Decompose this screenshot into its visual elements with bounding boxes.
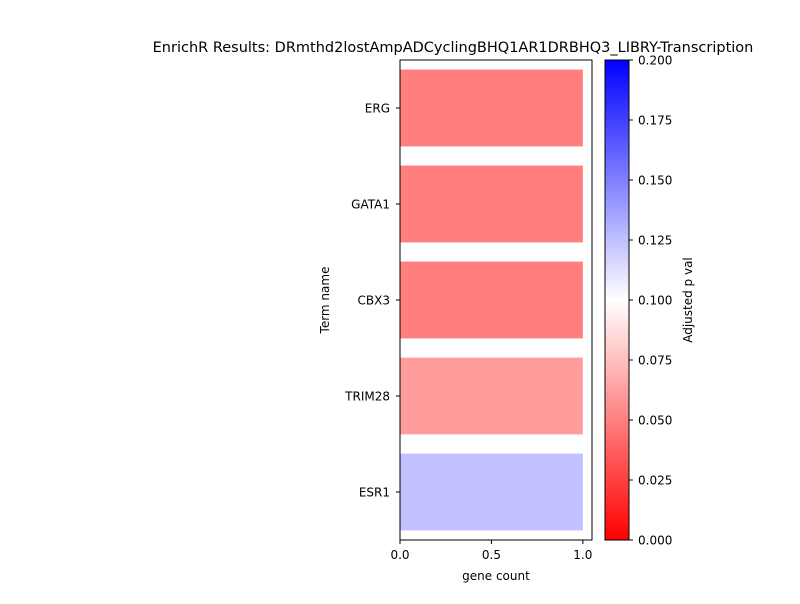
- colorbar-tick-label: 0.175: [638, 114, 672, 128]
- y-tick-label: ESR1: [359, 486, 390, 500]
- colorbar: 0.000 0.025 0.050 0.075 0.100 0.125 0.150 0.175…: [604, 54, 672, 548]
- colorbar-label: Adjusted p val: [681, 257, 695, 343]
- bar-cbx3: [400, 261, 583, 339]
- colorbar-tick-label: 0.100: [638, 294, 672, 308]
- x-tick-label: 0.0: [390, 548, 409, 562]
- y-tick-label: GATA1: [351, 198, 390, 212]
- plot-area: ERG GATA1 CBX3 TRIM28 ESR1 0.0 0.5 1.0: [344, 59, 593, 562]
- colorbar-tick-label: 0.050: [638, 414, 672, 428]
- bar-trim28: [400, 357, 583, 435]
- colorbar-tick-label: 0.000: [638, 534, 672, 548]
- colorbar-gradient: [605, 60, 629, 540]
- x-tick-label: 0.5: [482, 548, 501, 562]
- colorbar-tick-label: 0.150: [638, 174, 672, 188]
- colorbar-tick-label: 0.075: [638, 354, 672, 368]
- x-axis-label: gene count: [462, 569, 530, 583]
- chart-title: EnrichR Results: DRmthd2lostAmpADCycling…: [153, 40, 754, 56]
- y-axis-label: Term name: [318, 267, 332, 335]
- plot-frame: [399, 59, 593, 541]
- y-tick-label: TRIM28: [344, 390, 390, 404]
- y-tick-label: ERG: [365, 102, 390, 116]
- bar-erg: [400, 69, 583, 147]
- bar-esr1: [400, 453, 583, 531]
- bar-gata1: [400, 165, 583, 243]
- colorbar-tick-label: 0.125: [638, 234, 672, 248]
- colorbar-tick-label: 0.025: [638, 474, 672, 488]
- x-tick-label: 1.0: [573, 548, 592, 562]
- y-tick-label: CBX3: [358, 294, 390, 308]
- colorbar-tick-label: 0.200: [638, 54, 672, 68]
